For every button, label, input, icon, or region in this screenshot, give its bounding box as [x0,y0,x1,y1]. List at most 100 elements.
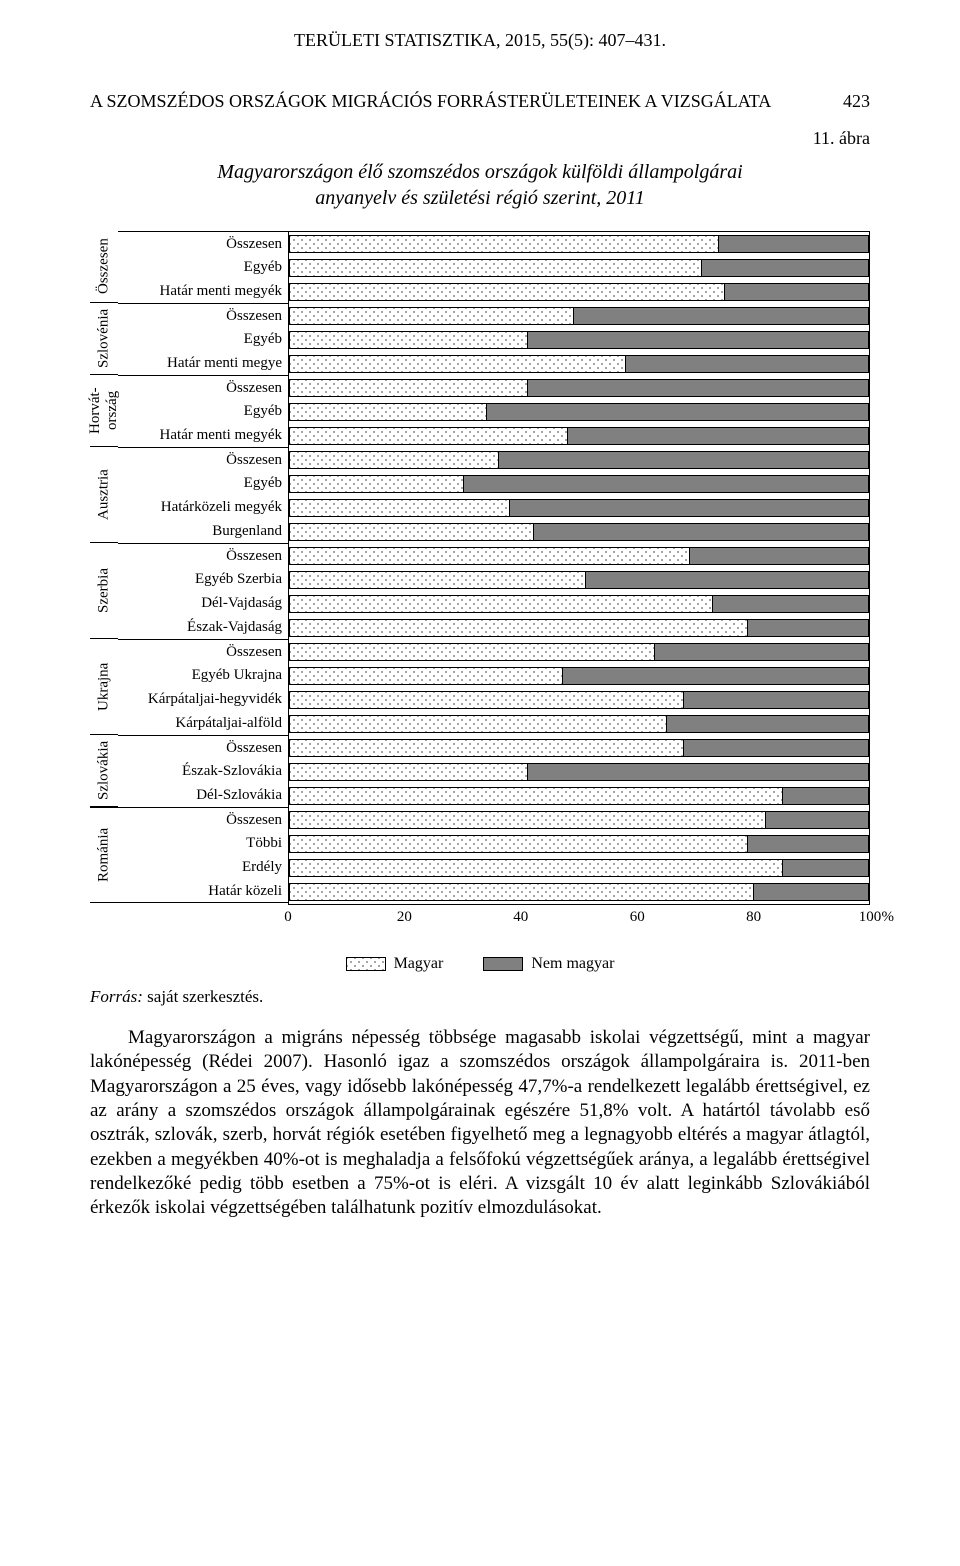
group-label-column: ÖsszesenSzlovéniaHorvát- országAusztriaS… [90,231,118,905]
x-axis-unit: % [882,909,895,926]
bar-segment-nem [527,331,869,349]
bar-row [289,712,869,736]
bar-row [289,616,869,640]
bar-row [289,880,869,904]
bar-row [289,400,869,424]
row-label: Határ menti megyék [118,279,288,303]
bar-row [289,496,869,520]
row-label: Egyéb [118,255,288,279]
bar-row [289,640,869,664]
bar-row [289,784,869,808]
chart-title-line1: Magyarországon élő szomszédos országok k… [217,161,742,183]
body-paragraph: Magyarországon a migráns népesség többsé… [90,1026,870,1221]
bar-segment-magyar [289,355,625,373]
bar-segment-nem [666,715,869,733]
row-label: Határ menti megyék [118,423,288,447]
bar-segment-nem [765,811,869,829]
bar-row [289,376,869,400]
bar-segment-magyar [289,691,683,709]
bar-segment-nem [498,451,869,469]
bar-row [289,280,869,304]
bar-segment-nem [625,355,869,373]
running-head: TERÜLETI STATISZTIKA, 2015, 55(5): 407–4… [90,30,870,51]
group-label: Ausztria [90,447,118,543]
bar-segment-nem [712,595,869,613]
bar-segment-magyar [289,307,573,325]
group-label: Összesen [90,231,118,303]
row-label: Összesen [118,807,288,831]
page-number: 423 [843,91,870,112]
bar-segment-magyar [289,739,683,757]
bar-segment-nem [562,667,869,685]
row-label: Dél-Vajdaság [118,591,288,615]
bar-row [289,256,869,280]
bar-segment-nem [701,259,869,277]
row-label: Határ menti megye [118,351,288,375]
bar-segment-magyar [289,379,527,397]
group-label: Szlovénia [90,303,118,375]
bar-segment-nem [463,475,869,493]
chart-title-line2: anyanyelv és születési régió szerint, 20… [315,187,645,209]
bar-segment-magyar [289,499,509,517]
row-label: Összesen [118,735,288,759]
bar-segment-magyar [289,883,753,901]
x-tick: 0 [284,909,292,926]
bar-segment-magyar [289,523,533,541]
x-tick: 40 [513,909,528,926]
row-label: Egyéb [118,471,288,495]
bar-row [289,472,869,496]
bar-row [289,304,869,328]
bar-segment-magyar [289,451,498,469]
bar-segment-nem [527,379,869,397]
bar-row [289,760,869,784]
bar-segment-magyar [289,643,654,661]
bar-segment-magyar [289,595,712,613]
bar-segment-nem [747,835,869,853]
x-tick: 100 [859,909,882,926]
page: TERÜLETI STATISZTIKA, 2015, 55(5): 407–4… [0,0,960,1270]
row-label: Kárpátaljai-hegyvidék [118,687,288,711]
group-label: Románia [90,807,118,903]
row-label-column: ÖsszesenEgyébHatár menti megyékÖsszesenE… [118,231,288,905]
row-label: Dél-Szlovákia [118,783,288,807]
bar-segment-magyar [289,547,689,565]
legend-item-magyar: Magyar [346,955,444,973]
bar-segment-nem [527,763,869,781]
bar-row [289,736,869,760]
row-label: Összesen [118,375,288,399]
row-label: Egyéb Ukrajna [118,663,288,687]
bar-segment-nem [654,643,869,661]
row-label: Összesen [118,543,288,567]
group-label: Szerbia [90,543,118,639]
bar-segment-magyar [289,283,724,301]
plot-area [288,231,870,905]
bar-segment-nem [718,235,869,253]
row-label: Összesen [118,231,288,255]
source-text: saját szerkesztés. [143,987,263,1006]
bar-segment-nem [782,787,869,805]
row-label: Észak-Szlovákia [118,759,288,783]
legend-label-nem: Nem magyar [531,955,614,973]
group-label: Horvát- ország [90,375,118,447]
x-tick: 20 [397,909,412,926]
bar-segment-magyar [289,427,567,445]
row-label: Összesen [118,447,288,471]
legend-swatch-nem [483,957,523,971]
bar-row [289,448,869,472]
bar-row [289,832,869,856]
row-label: Egyéb [118,327,288,351]
bar-row [289,856,869,880]
bar-segment-nem [509,499,869,517]
source-line: Forrás: saját szerkesztés. [90,987,870,1007]
bar-segment-magyar [289,331,527,349]
legend-label-magyar: Magyar [394,955,444,973]
bar-row [289,688,869,712]
row-label: Határközeli megyék [118,495,288,519]
bar-segment-magyar [289,835,747,853]
row-label: Határ közeli [118,879,288,903]
row-label: Összesen [118,639,288,663]
bar-segment-magyar [289,259,701,277]
chart-title: Magyarországon élő szomszédos országok k… [90,159,870,211]
row-label: Erdély [118,855,288,879]
section-header-row: A SZOMSZÉDOS ORSZÁGOK MIGRÁCIÓS FORRÁSTE… [90,91,870,112]
